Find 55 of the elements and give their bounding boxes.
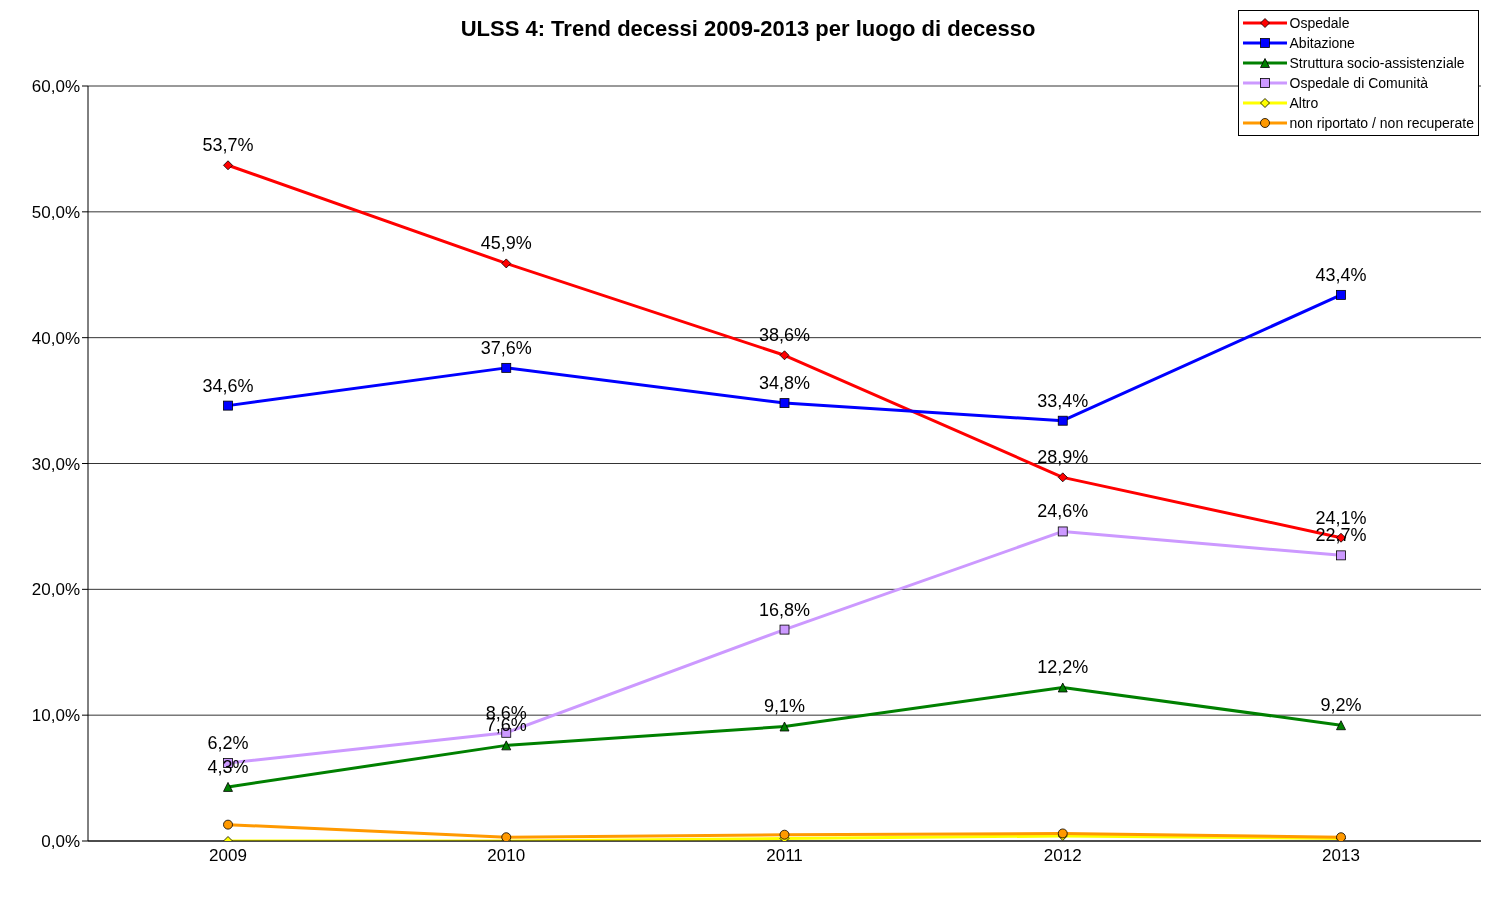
- data-label: 16,8%: [758, 599, 811, 620]
- point: [779, 398, 790, 408]
- legend-label: non riportato / non recuperate: [1289, 114, 1474, 133]
- point: [223, 819, 233, 830]
- data-label: 45,9%: [480, 233, 532, 254]
- data-label: 6,2%: [207, 732, 249, 753]
- x-tick-label: 2012: [1043, 846, 1082, 866]
- point: [779, 624, 790, 635]
- point: [1057, 472, 1068, 483]
- data-label: 4,3%: [207, 756, 249, 777]
- data-label: 28,9%: [1037, 447, 1089, 468]
- y-tick-label: 50,0%: [31, 202, 80, 222]
- data-label: 53,7%: [202, 135, 254, 156]
- point: [1336, 720, 1346, 731]
- point: [1336, 289, 1346, 300]
- x-tick-label: 2011: [766, 846, 803, 866]
- y-tick-label: 20,0%: [31, 580, 80, 600]
- legend-label: Ospedale: [1289, 14, 1350, 33]
- point: [501, 258, 512, 269]
- point: [779, 721, 790, 732]
- point: [223, 781, 233, 792]
- point: [501, 832, 512, 841]
- point: [223, 160, 233, 171]
- x-tick-label: 2010: [487, 846, 526, 866]
- x-tick-label: 2009: [209, 846, 247, 866]
- point: [501, 362, 512, 373]
- data-label: 34,6%: [202, 375, 254, 396]
- data-label: 24,1%: [1315, 507, 1367, 528]
- y-tick-label: 10,0%: [31, 706, 80, 726]
- point: [779, 829, 790, 840]
- legend-label: Abitazione: [1289, 34, 1355, 53]
- data-label: 12,2%: [1037, 657, 1089, 678]
- legend-label: Altro: [1289, 94, 1319, 113]
- point: [779, 350, 790, 361]
- point: [223, 400, 233, 411]
- data-label: 9,1%: [763, 696, 806, 717]
- x-tick-label: 2013: [1322, 846, 1360, 866]
- point: [1057, 415, 1068, 426]
- y-tick-label: 30,0%: [31, 454, 80, 474]
- data-label: 43,4%: [1315, 264, 1367, 285]
- legend-label: Ospedale di Comunità: [1289, 74, 1429, 93]
- y-tick-label: 60,0%: [31, 77, 80, 97]
- data-label: 9,2%: [1320, 695, 1362, 716]
- point: [1336, 550, 1346, 561]
- legend-label: Struttura socio-assistenziale: [1289, 54, 1465, 73]
- data-label: 34,8%: [758, 373, 811, 394]
- y-tick-label: 0,0%: [41, 832, 80, 852]
- y-tick-label: 40,0%: [31, 328, 80, 348]
- point: [1057, 526, 1068, 537]
- chart-title: ULSS 4: Trend decessi 2009-2013 per luogo di decesso: [460, 16, 1036, 41]
- data-label: 37,6%: [480, 337, 532, 358]
- data-label: 33,4%: [1037, 390, 1089, 411]
- point: [1057, 682, 1068, 693]
- point: [501, 740, 512, 751]
- data-label: 24,6%: [1037, 501, 1089, 522]
